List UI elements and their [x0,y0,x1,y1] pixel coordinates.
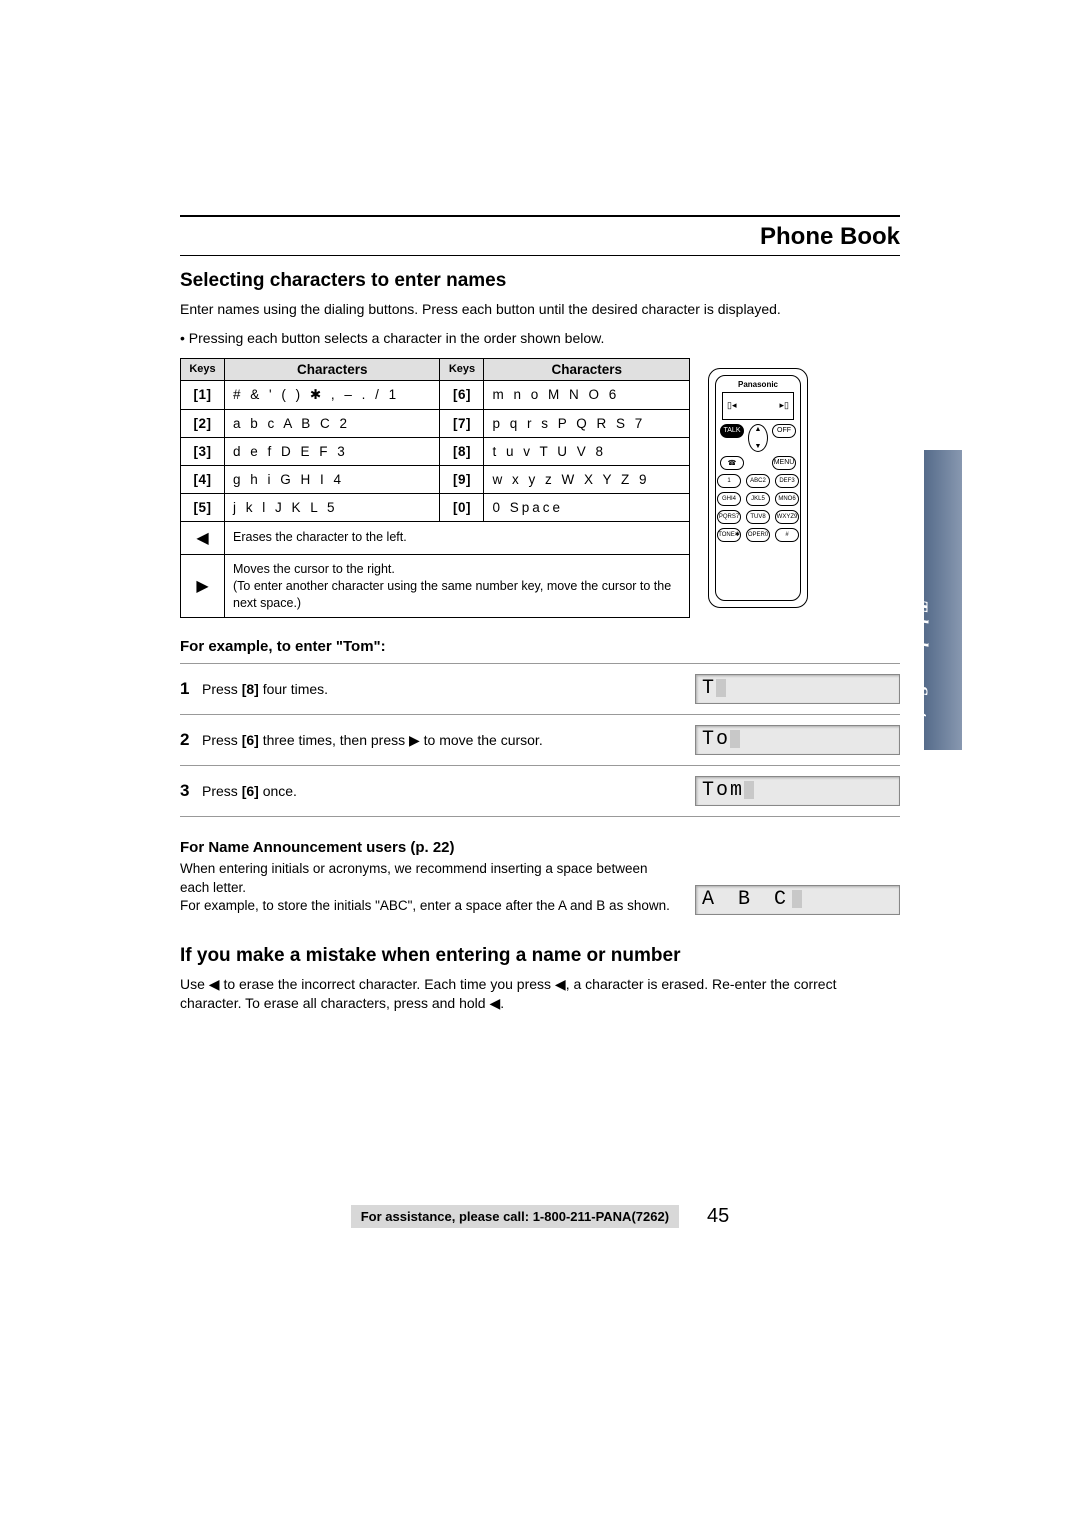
name-announcement-text: When entering initials or acronyms, we r… [180,860,675,915]
section-heading-select: Selecting characters to enter names [180,270,900,292]
table-row: [1] # & ' ( ) ✱ , – . / 1 [6] m n o M N … [181,380,690,409]
step-number: 2 [180,730,202,750]
key-7-icon: PQRS7 [717,510,741,524]
lcd-display-abc: A B C [695,885,900,915]
table-row-arrow-right: ▶ Moves the cursor to the right. (To ent… [181,554,690,618]
handset-illustration: Panasonic ▯◂▸▯ TALK ▲▼ OFF ☎ MENU 1 ABC2 D… [708,368,808,608]
side-tab: Telephone System [924,450,962,750]
sp-phone-icon: ☎ [720,456,744,470]
example-steps: 1 Press [8] four times. T 2 Press [6] th… [180,663,900,817]
th-chars-2: Characters [484,358,690,380]
key-5-icon: JKL5 [746,492,770,506]
lcd-display: T [695,674,900,704]
page-header-box: Phone Book [180,215,900,256]
side-tab-label: Telephone System [909,600,931,740]
step-row: 1 Press [8] four times. T [180,663,900,715]
key-8-icon: TUV8 [746,510,770,524]
lcd-display: Tom [695,776,900,806]
bullet-text: • Pressing each button selects a charact… [180,329,900,348]
key-9-icon: WXYZ9 [775,510,799,524]
table-row-arrow-left: ◀ Erases the character to the left. [181,521,690,554]
step-number: 3 [180,781,202,801]
off-button-icon: OFF [772,424,796,438]
key-hash-icon: # [775,528,799,542]
table-row: [5] j k l J K L 5 [0] 0 Space [181,493,690,521]
handset-screen: ▯◂▸▯ [722,392,794,420]
step-number: 1 [180,679,202,699]
table-row: [2] a b c A B C 2 [7] p q r s P Q R S 7 [181,409,690,437]
th-keys: Keys [181,358,225,380]
key-6-icon: MNO6 [775,492,799,506]
example-heading: For example, to enter "Tom": [180,638,900,655]
character-table: Keys Characters Keys Characters [1] # & … [180,358,690,619]
handset-brand: Panasonic [716,380,800,389]
intro-text: Enter names using the dialing buttons. P… [180,300,900,319]
page-footer: For assistance, please call: 1-800-211-P… [180,1205,900,1228]
key-2-icon: ABC2 [746,474,770,488]
step-text: Press [6] once. [202,782,695,801]
step-row: 3 Press [6] once. Tom [180,766,900,817]
page-title: Phone Book [760,223,900,250]
assist-line: For assistance, please call: 1-800-211-P… [351,1205,679,1228]
step-row: 2 Press [6] three times, then press ▶ to… [180,715,900,766]
right-arrow-icon: ▶ [181,554,225,618]
step-text: Press [8] four times. [202,680,695,699]
key-1-icon: 1 [717,474,741,488]
key-3-icon: DEF3 [775,474,799,488]
left-arrow-icon: ◀ [181,521,225,554]
key-0-icon: OPER0 [746,528,770,542]
th-keys-2: Keys [440,358,484,380]
lcd-display: To [695,725,900,755]
table-row: [3] d e f D E F 3 [8] t u v T U V 8 [181,437,690,465]
menu-button-icon: MENU [772,456,796,470]
mistake-heading: If you make a mistake when entering a na… [180,945,900,967]
th-chars: Characters [225,358,440,380]
key-4-icon: GHI4 [717,492,741,506]
page-number: 45 [707,1205,729,1228]
key-star-icon: TONE✱ [717,528,741,542]
name-announcement-heading: For Name Announcement users (p. 22) [180,839,900,856]
step-text: Press [6] three times, then press ▶ to m… [202,731,695,750]
vol-nav-icon: ▲▼ [748,424,768,452]
talk-button-icon: TALK [720,424,744,438]
mistake-text: Use ◀ to erase the incorrect character. … [180,975,900,1013]
table-row: [4] g h i G H I 4 [9] w x y z W X Y Z 9 [181,465,690,493]
